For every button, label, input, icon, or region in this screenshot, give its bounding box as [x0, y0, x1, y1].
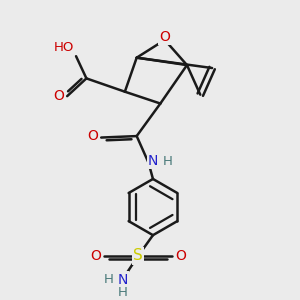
Text: HO: HO [54, 41, 75, 54]
Text: N: N [118, 272, 128, 286]
Text: H: H [163, 155, 173, 168]
Text: O: O [175, 249, 186, 263]
Text: N: N [148, 154, 158, 168]
Text: H: H [118, 286, 128, 299]
Text: O: O [88, 129, 98, 143]
Text: O: O [159, 30, 170, 44]
Text: S: S [133, 248, 143, 263]
Text: O: O [53, 89, 64, 103]
Text: H: H [104, 273, 114, 286]
Text: O: O [90, 249, 101, 263]
